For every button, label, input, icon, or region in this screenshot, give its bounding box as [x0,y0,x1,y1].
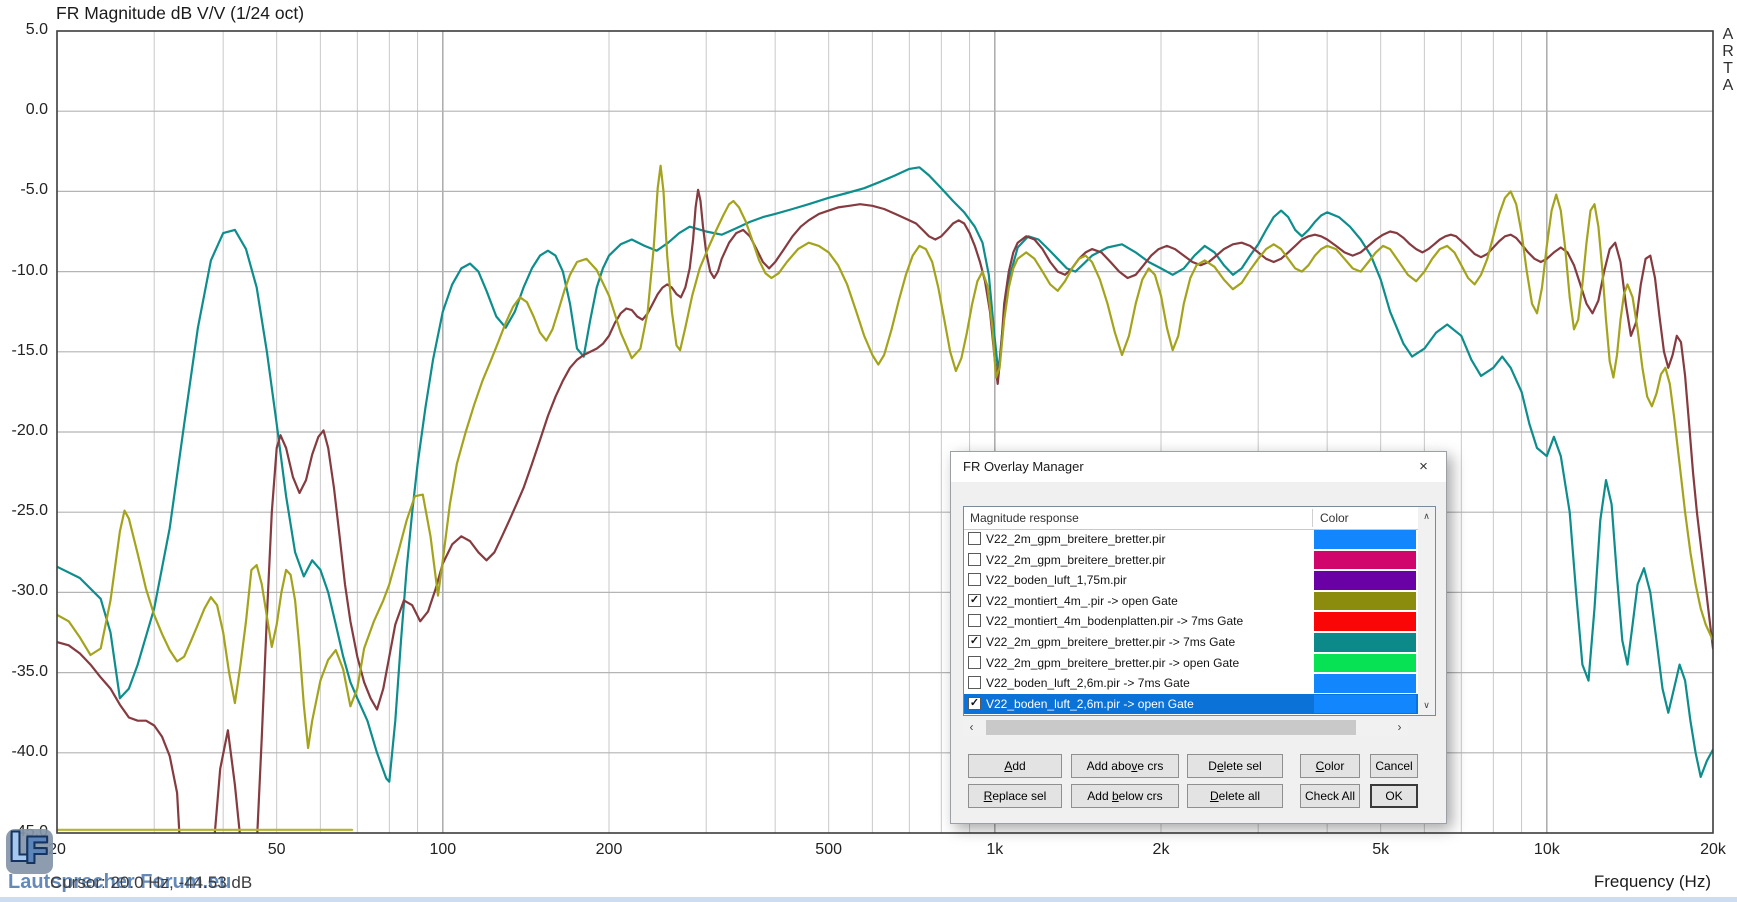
delete-sel-button[interactable]: Delete sel [1187,754,1283,778]
scroll-right-icon[interactable]: › [1397,720,1402,734]
checkbox-unchecked[interactable] [968,676,981,690]
replace-sel-button[interactable]: Replace sel [968,784,1062,808]
overlay-row[interactable]: ✓ V22_2m_gpm_breitere_bretter.pir -> 7ms … [964,632,1418,653]
chart-title: FR Magnitude dB V/V (1/24 oct) [56,3,305,23]
checkbox-unchecked[interactable] [968,573,981,587]
overlay-row[interactable]: ✓ V22_montiert_4m_.pir -> open Gate [964,591,1418,612]
add-button[interactable]: Add [968,754,1062,778]
overlay-row[interactable]: V22_2m_gpm_breitere_bretter.pir [964,529,1418,550]
overlay-label: V22_2m_gpm_breitere_bretter.pir -> open … [986,655,1240,670]
add-below-crs-button[interactable]: Add below crs [1071,784,1179,808]
overlay-row[interactable]: V22_boden_luft_1,75m.pir [964,570,1418,591]
color-swatch[interactable] [1314,653,1416,673]
horizontal-scrollbar[interactable]: ‹ › [963,719,1408,736]
dialog-title: FR Overlay Manager [963,459,1084,474]
x-tick-label: 5k [1372,841,1390,858]
x-tick-label: 2k [1152,841,1170,858]
checkbox-checked[interactable]: ✓ [968,593,981,607]
color-swatch[interactable] [1314,674,1416,693]
y-tick-label: -5.0 [20,181,48,199]
checkbox-unchecked[interactable] [968,614,981,628]
scroll-up-icon[interactable]: ∧ [1423,511,1430,521]
x-tick-label: 20k [1700,841,1726,858]
y-tick-label: -15.0 [11,341,48,359]
x-tick-label: 10k [1533,841,1560,858]
x-tick-label: 50 [267,841,286,858]
overlay-label: V22_montiert_4m_bodenplatten.pir -> 7ms … [986,614,1244,629]
checkbox-unchecked[interactable] [968,655,981,669]
overlay-row[interactable]: V22_2m_gpm_breitere_bretter.pir [964,550,1418,571]
delete-all-button[interactable]: Delete all [1187,784,1283,808]
y-tick-label: -35.0 [11,662,48,680]
y-tick-label: -20.0 [11,422,48,439]
fr-overlay-manager-dialog: FR Overlay Manager × Magnitude response … [950,451,1447,824]
overlay-label: V22_boden_luft_1,75m.pir [986,573,1127,588]
overlay-list-rows: V22_2m_gpm_breitere_bretter.pir V22_2m_gp… [964,529,1418,715]
curve-1 [57,188,1713,833]
x-tick-label: 1k [986,841,1004,858]
column-divider [1312,509,1313,527]
color-swatch[interactable] [1314,530,1416,549]
overlay-label: V22_boden_luft_2,6m.pir -> open Gate [986,696,1194,711]
cursor-status-text: Cursor: 20.0 Hz, -44.53 dB [50,873,253,892]
y-tick-label: 0.0 [25,101,48,119]
y-tick-label: -10.0 [11,261,48,279]
overlay-label: V22_2m_gpm_breitere_bretter.pir [986,552,1166,567]
x-tick-label: 100 [429,841,457,858]
overlay-row[interactable]: V22_montiert_4m_bodenplatten.pir -> 7ms … [964,611,1418,632]
overlay-label: V22_boden_luft_2,6m.pir -> 7ms Gate [986,676,1190,691]
vertical-scrollbar[interactable]: ∧ ∨ [1418,507,1435,715]
overlay-label: V22_2m_gpm_breitere_bretter.pir -> 7ms G… [986,634,1236,649]
checkbox-checked[interactable]: ✓ [968,634,981,648]
overlay-label: V22_2m_gpm_breitere_bretter.pir [986,532,1166,546]
column-header-color[interactable]: Color [1320,511,1349,525]
color-swatch[interactable] [1314,571,1416,590]
y-tick-label: -25.0 [11,502,48,520]
cancel-button[interactable]: Cancel [1370,754,1418,778]
overlay-row[interactable]: ✓ V22_boden_luft_2,6m.pir -> open Gate [964,693,1418,715]
color-swatch[interactable] [1314,591,1416,611]
color-swatch[interactable] [1314,632,1416,652]
checkbox-unchecked[interactable] [968,532,981,545]
logo-letter-f: F [26,831,48,870]
color-swatch[interactable] [1314,612,1416,631]
window-bottom-strip [0,897,1737,902]
curve-0 [57,166,1713,783]
color-swatch[interactable] [1314,694,1416,714]
y-tick-label: 5.0 [25,21,48,38]
x-axis-label: Frequency (Hz) [1593,872,1711,891]
overlay-label: V22_montiert_4m_.pir -> open Gate [986,593,1178,608]
x-tick-label: 500 [815,841,842,858]
overlay-row[interactable]: V22_2m_gpm_breitere_bretter.pir -> open … [964,653,1418,674]
column-header-magnitude-response[interactable]: Magnitude response [970,511,1079,525]
overlay-list: Magnitude response Color V22_2m_gpm_brei… [963,506,1436,716]
y-tick-label: -30.0 [11,582,48,600]
close-icon[interactable]: × [1419,458,1428,475]
overlay-row[interactable]: V22_boden_luft_2,6m.pir -> 7ms Gate [964,673,1418,694]
dialog-titlebar[interactable]: FR Overlay Manager × [951,452,1446,482]
y-tick-label: -40.0 [11,742,48,760]
ok-button[interactable]: OK [1370,784,1418,808]
logo-letter-l: L [10,825,35,869]
checkbox-unchecked[interactable] [968,552,981,566]
list-header: Magnitude response Color [964,507,1418,530]
scrollbar-thumb[interactable] [986,720,1356,735]
curve-2 [57,164,1713,750]
scroll-left-icon[interactable]: ‹ [969,720,974,734]
watermark-text: Lautsprecher Forum.eu [8,871,232,893]
color-button[interactable]: Color [1300,754,1360,778]
checkbox-checked[interactable]: ✓ [968,696,981,710]
color-swatch[interactable] [1314,550,1416,570]
check-all-button[interactable]: Check All [1300,784,1360,808]
add-above-crs-button[interactable]: Add above crs [1071,754,1179,778]
lautsprecher-forum-logo: L F [6,825,53,874]
x-tick-label: 200 [595,841,623,858]
arta-side-label: A R T A [1722,26,1734,94]
scroll-down-icon[interactable]: ∨ [1423,700,1430,710]
